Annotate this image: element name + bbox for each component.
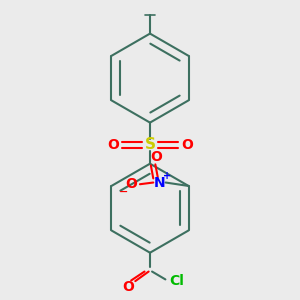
Text: S: S <box>145 137 155 152</box>
Text: N: N <box>154 176 165 190</box>
Text: O: O <box>122 280 134 294</box>
Text: +: + <box>163 171 171 181</box>
Text: Cl: Cl <box>169 274 184 288</box>
Text: O: O <box>181 138 193 152</box>
Text: O: O <box>107 138 119 152</box>
Text: O: O <box>150 149 162 164</box>
Text: −: − <box>119 187 128 197</box>
Text: O: O <box>125 177 137 191</box>
